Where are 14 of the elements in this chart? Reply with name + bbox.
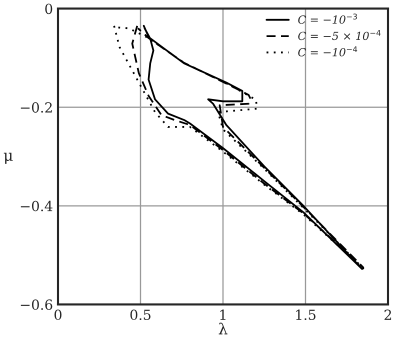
legend-label: C = −10$^{−3}$ bbox=[298, 14, 357, 24]
x-tick-label: 1.5 bbox=[296, 310, 316, 320]
y-tick-label: 0 bbox=[45, 4, 52, 14]
x-tick-label: 0.5 bbox=[130, 310, 150, 320]
x-tick-label: 0 bbox=[54, 310, 62, 320]
x-tick-label: 2 bbox=[384, 310, 392, 320]
x-axis-title: λ bbox=[218, 322, 228, 334]
y-tick-label: −0.2 bbox=[20, 102, 52, 113]
y-tick-label: −0.4 bbox=[20, 200, 52, 212]
legend-label: C = −10$^{−4}$ bbox=[298, 46, 358, 56]
x-tick-label: 1 bbox=[220, 310, 226, 320]
y-tick-label: −0.6 bbox=[20, 299, 52, 310]
legend-label: C = −5 × 10$^{−4}$ bbox=[298, 30, 381, 40]
y-axis-title: μ bbox=[4, 152, 13, 164]
